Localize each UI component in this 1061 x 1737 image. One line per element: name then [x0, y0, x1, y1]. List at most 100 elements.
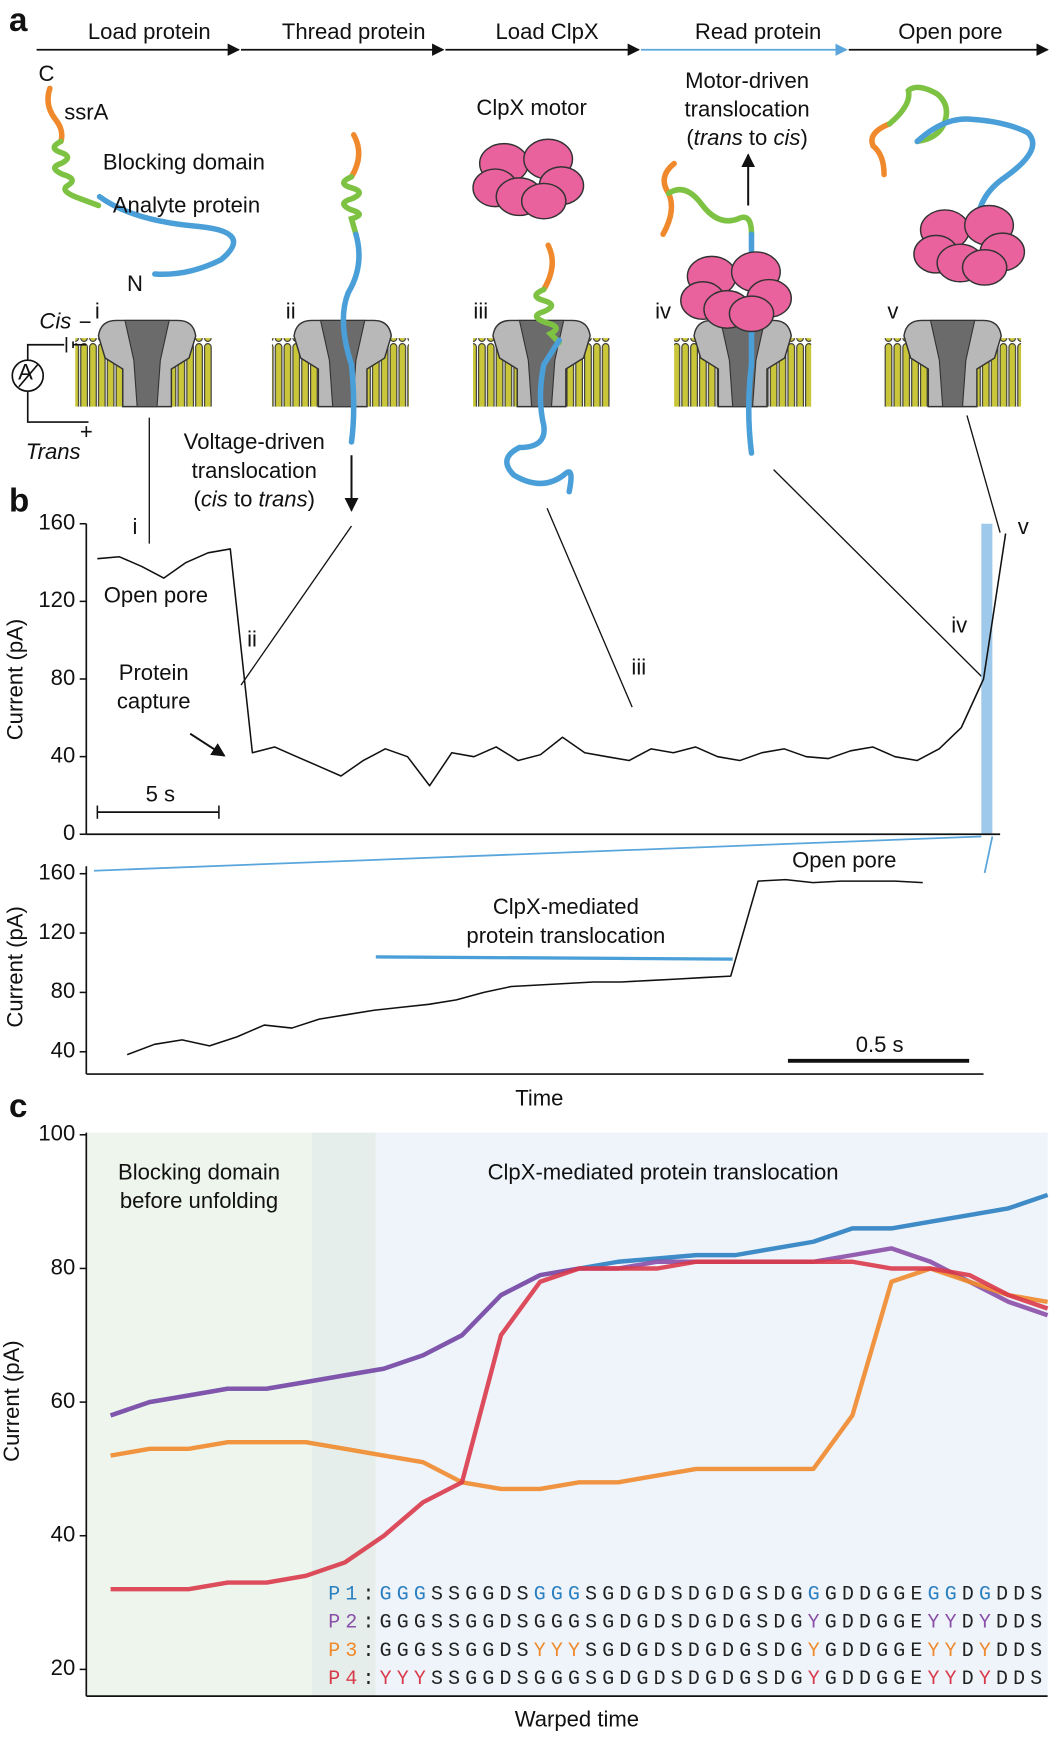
step-label: Load ClpX: [496, 19, 599, 44]
text-part: Motor-driven: [685, 68, 809, 93]
y-axis-label: Current (pA): [0, 1340, 24, 1461]
text-part: to: [743, 125, 774, 150]
series-line: [110, 1259, 1049, 1592]
text-part: GDDGGE: [825, 1583, 928, 1606]
connectors: [94, 415, 1001, 874]
text-part: GG: [928, 1583, 962, 1606]
x-axis-label: Warped time: [515, 1706, 639, 1731]
y-tick-label: 120: [38, 919, 75, 944]
text-part: GGG: [534, 1583, 585, 1606]
text-part: P4: [328, 1667, 362, 1690]
y-tick-label: 80: [51, 1254, 76, 1279]
text-part: D: [962, 1639, 979, 1662]
sequence: P1:GGGSSGGDSGGGSGDGDSDGDGSDGGGDDGGEGGDGD…: [328, 1583, 1047, 1606]
annotation: Protein: [119, 660, 189, 685]
annotation: v: [1018, 514, 1029, 539]
sequence: P3:GGGSSGGDSYYYSGDGDSDGDGSDGYGDDGGEYYDYD…: [328, 1639, 1047, 1662]
annotation: Blocking domain: [118, 1159, 280, 1184]
text-part: DDS: [996, 1639, 1047, 1662]
minus-sign: −: [79, 310, 92, 335]
step-label: Thread protein: [282, 19, 426, 44]
stage-label: v: [887, 299, 898, 324]
text-part: P3: [328, 1639, 362, 1662]
text-part: :: [363, 1583, 380, 1606]
text-part: trans: [694, 125, 743, 150]
text-part: ): [308, 486, 315, 511]
diagram-label: C: [39, 61, 55, 86]
diagram-label: ClpX motor: [476, 95, 586, 120]
annotation: before unfolding: [120, 1188, 278, 1213]
panel-label: b: [9, 483, 29, 520]
text-part: YYY: [534, 1639, 585, 1662]
panel-label: a: [9, 2, 28, 39]
text-part: (: [686, 125, 694, 150]
x-axis-label: Time: [515, 1085, 563, 1110]
region-blocking: [86, 1132, 312, 1697]
diagram-label: N: [127, 271, 143, 296]
text-part: SGDGDSDGDGSDG: [585, 1583, 808, 1606]
trans-label: Trans: [26, 439, 81, 464]
proteins: [45, 84, 1036, 495]
text-part: :: [363, 1667, 380, 1690]
text-part: DDS: [996, 1583, 1047, 1606]
annotation: Open pore: [792, 848, 896, 873]
y-tick-label: 80: [51, 978, 76, 1003]
voltage-note: Voltage-driven: [184, 429, 325, 454]
series-line: [126, 878, 923, 1056]
text-part: DDS: [996, 1667, 1047, 1690]
y-axis-label: Current (pA): [3, 906, 28, 1027]
text-part: YY: [928, 1611, 962, 1634]
translocation-bar: [375, 955, 733, 961]
arrows: [189, 153, 756, 757]
text-part: GGG: [380, 1583, 431, 1606]
motor-note: (trans to cis): [686, 125, 807, 150]
annotation: iii: [631, 654, 646, 679]
text-part: Voltage-driven: [184, 429, 325, 454]
text-part: cis: [773, 125, 800, 150]
y-tick-label: 120: [38, 587, 75, 612]
text-part: SSGGDSGGGSGDGDSDGDGSDG: [431, 1667, 808, 1690]
text-part: G: [808, 1583, 825, 1606]
series-line: [110, 1266, 1048, 1492]
y-tick-label: 60: [51, 1388, 76, 1413]
sequence: P2:GGGSSGGDSGGGSGDGDSDGDGSDGYGDDGGEYYDYD…: [328, 1611, 1047, 1634]
step-label: Read protein: [695, 19, 821, 44]
annotation: ClpX-mediated protein translocation: [488, 1159, 839, 1184]
text-part: Y: [808, 1667, 825, 1690]
text-part: Y: [979, 1639, 996, 1662]
stage-label: i: [95, 299, 100, 324]
y-tick-label: 20: [51, 1655, 76, 1680]
text-part: SSGGDS: [431, 1583, 534, 1606]
voltage-note: translocation: [192, 458, 317, 483]
motor-note: translocation: [684, 96, 809, 121]
y-tick-label: 40: [51, 1522, 76, 1547]
y-tick-label: 40: [51, 1038, 76, 1063]
text-part: GDDGGE: [825, 1667, 928, 1690]
stage-label: iii: [473, 299, 488, 324]
text-part: cis: [201, 486, 228, 511]
text-part: D: [962, 1667, 979, 1690]
sequence: P4:YYYSSGGDSGGGSGDGDSDGDGSDGYGDDGGEYYDYD…: [328, 1667, 1047, 1690]
annotation: Open pore: [104, 583, 208, 608]
region-translocation: [375, 1132, 1048, 1697]
y-tick-label: 40: [51, 742, 76, 767]
text-part: GDDGGE: [825, 1611, 928, 1634]
annotation: i: [132, 514, 137, 539]
text-part: Y: [979, 1667, 996, 1690]
stage-label: ii: [286, 299, 296, 324]
y-tick-label: 160: [38, 510, 75, 535]
text-part: :GGGSSGGDS: [363, 1639, 534, 1662]
ammeter: A: [18, 359, 33, 384]
stage-label: iv: [655, 299, 671, 324]
region-overlap: [311, 1132, 376, 1697]
text-part: translocation: [684, 96, 809, 121]
series-line: [97, 533, 1007, 787]
y-tick-label: 100: [38, 1121, 75, 1146]
annotation: ClpX-mediated: [493, 894, 639, 919]
highlight: [981, 523, 993, 835]
text-part: :GGGSSGGDSGGGSGDGDSDGDGSDG: [363, 1611, 808, 1634]
annotation: capture: [117, 689, 191, 714]
text-part: G: [979, 1583, 996, 1606]
plus-sign: +: [80, 419, 93, 444]
